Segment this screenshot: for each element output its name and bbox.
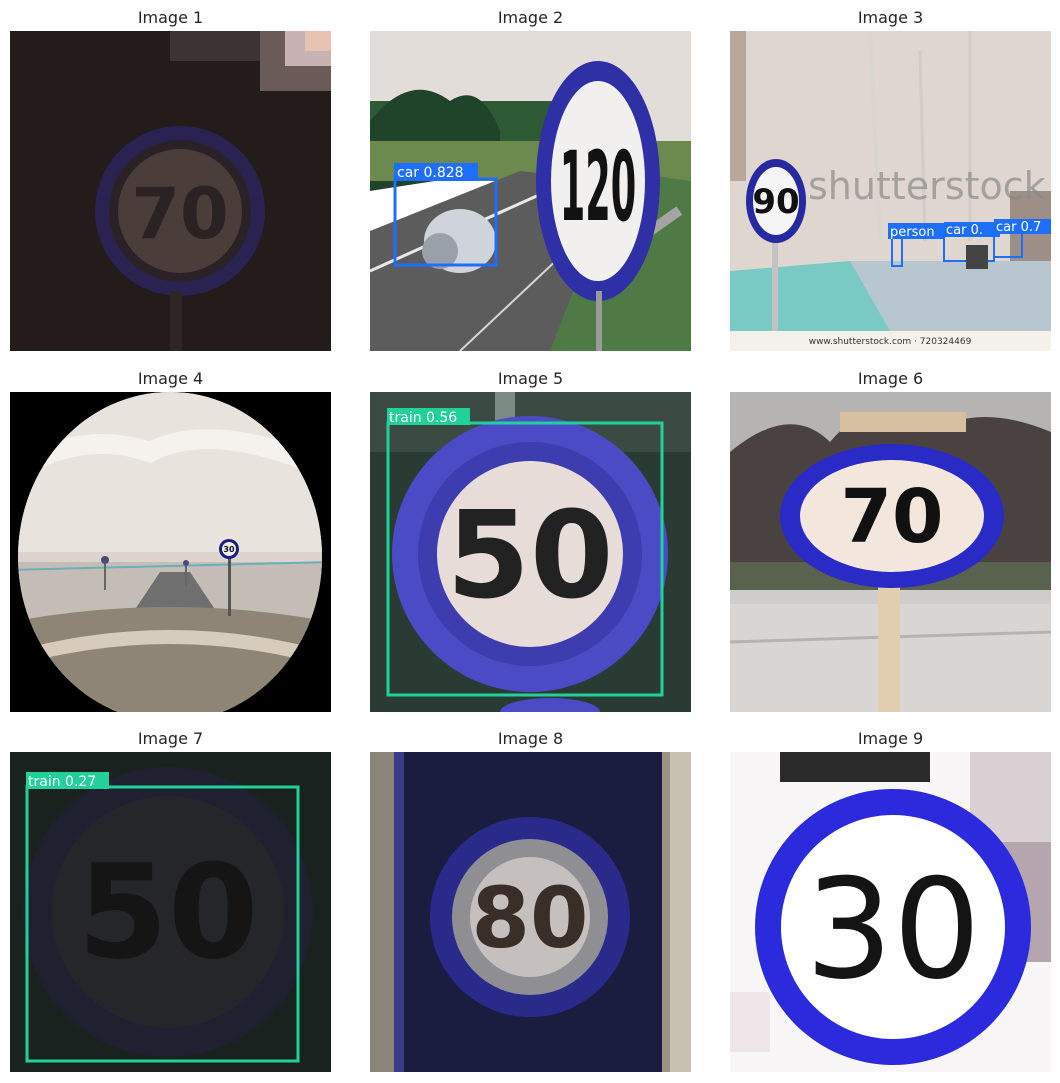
sign-number-1: 70: [131, 173, 228, 255]
detection-box-train-2: [25, 785, 300, 1063]
detection-label-car-3: car 0.7: [996, 220, 1041, 235]
panel-title-8: Image 8: [497, 729, 564, 748]
detection-box-train: [386, 421, 664, 697]
image-2-photo: 120 car 0.828: [370, 31, 691, 351]
panel-title-6: Image 6: [857, 369, 924, 388]
image-5-photo: 50 train 0.56: [370, 392, 691, 712]
detection-label-train-2: train 0.27: [28, 774, 96, 790]
image-panel-1: 70: [10, 31, 331, 351]
panel-title-4: Image 4: [137, 369, 204, 388]
panel-title-5: Image 5: [497, 369, 564, 388]
image-panel-8: 80: [370, 752, 691, 1072]
sign-number-6: 70: [841, 474, 944, 560]
image-panel-6: 70: [730, 392, 1051, 712]
image-3-photo: 90 shutterstock person car 0. car 0.7 ww…: [730, 31, 1051, 351]
sign-number-5: 50: [447, 487, 614, 626]
detection-label-person: person: [890, 225, 935, 240]
sign-number-9: 30: [805, 849, 981, 1010]
sign-number-7: 50: [78, 836, 259, 988]
image-1-photo: 70: [10, 31, 331, 351]
detection-label-car-2: car 0.: [946, 223, 983, 238]
image-6-photo: 70: [730, 392, 1051, 712]
sign-number-4: 30: [223, 545, 235, 554]
sign-number-3: 90: [752, 182, 799, 222]
sign-number-8: 80: [472, 869, 589, 967]
image-panel-9: 30: [730, 752, 1051, 1072]
image-9-photo: 30: [730, 752, 1051, 1072]
panel-title-3: Image 3: [857, 8, 924, 27]
image-8-photo: 80: [370, 752, 691, 1072]
panel-title-1: Image 1: [137, 8, 204, 27]
panel-title-2: Image 2: [497, 8, 564, 27]
image-4-photo: 30: [10, 392, 331, 712]
watermark-text: shutterstock: [808, 164, 1046, 208]
image-panel-4: 30: [10, 392, 331, 712]
image-7-photo: 50 train 0.27: [10, 752, 331, 1072]
detection-label-car: car 0.828: [397, 165, 464, 181]
panel-title-9: Image 9: [857, 729, 924, 748]
detection-label-train: train 0.56: [389, 410, 457, 426]
image-panel-7: 50 train 0.27: [10, 752, 331, 1072]
panel-title-7: Image 7: [137, 729, 204, 748]
image-panel-2: 120 car 0.828: [370, 31, 691, 351]
watermark-caption: www.shutterstock.com · 720324469: [809, 337, 972, 347]
sign-number-2: 120: [560, 131, 636, 243]
image-panel-3: 90 shutterstock person car 0. car 0.7 ww…: [730, 31, 1051, 351]
image-panel-5: 50 train 0.56: [370, 392, 691, 712]
